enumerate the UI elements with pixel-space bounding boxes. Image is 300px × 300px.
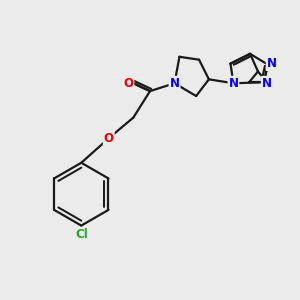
Text: O: O <box>104 132 114 145</box>
Text: N: N <box>267 57 277 70</box>
Text: O: O <box>123 77 134 90</box>
Text: Cl: Cl <box>75 228 88 241</box>
Text: N: N <box>228 77 239 90</box>
Text: N: N <box>262 77 272 90</box>
Text: N: N <box>169 77 179 90</box>
